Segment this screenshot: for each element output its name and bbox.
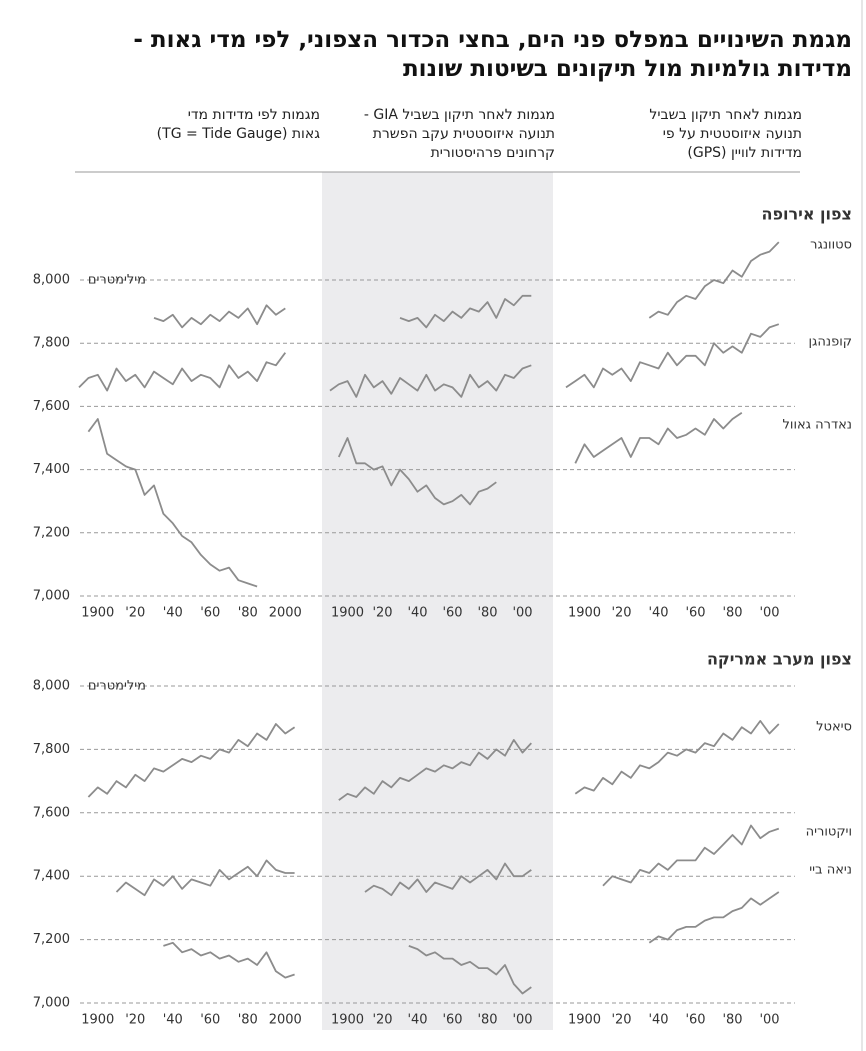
x-tick-label: '20 bbox=[372, 606, 392, 621]
series-line bbox=[408, 945, 532, 995]
x-tick-label: 2000 bbox=[269, 606, 302, 621]
series-line bbox=[337, 437, 497, 506]
highlight-band bbox=[322, 172, 553, 1030]
x-tick-label: '20 bbox=[125, 606, 145, 621]
x-tick-label: 1900 bbox=[81, 1013, 114, 1028]
x-tick-label: 1900 bbox=[331, 1013, 364, 1028]
y-tick-label: 7,800 bbox=[33, 742, 70, 757]
series-line bbox=[87, 418, 258, 588]
series-line bbox=[574, 411, 743, 464]
title-line: מגמת השינויים במפלס פני הים, בחצי הכדור … bbox=[133, 27, 852, 53]
x-tick-label: '40 bbox=[648, 1013, 668, 1028]
y-tick-label: 8,000 bbox=[33, 273, 70, 288]
series-label: נאדרה גאוול bbox=[783, 418, 852, 433]
series-label: סטוונגר bbox=[810, 238, 852, 253]
x-tick-label: '00 bbox=[512, 606, 532, 621]
series-line bbox=[338, 739, 532, 801]
y-tick-label: 7,000 bbox=[33, 996, 70, 1011]
panel-title: צפון אירופה bbox=[761, 205, 852, 224]
x-tick-label: 1900 bbox=[568, 606, 601, 621]
x-tick-label: '40 bbox=[407, 606, 427, 621]
x-tick-label: '60 bbox=[685, 1013, 705, 1028]
x-tick-label: '60 bbox=[200, 1013, 220, 1028]
x-tick-label: '20 bbox=[125, 1013, 145, 1028]
y-tick-label: 7,400 bbox=[33, 869, 70, 884]
x-tick-label: '20 bbox=[611, 1013, 631, 1028]
x-tick-label: '80 bbox=[238, 606, 258, 621]
series-line bbox=[78, 352, 287, 392]
y-tick-label: 7,400 bbox=[33, 462, 70, 477]
x-tick-label: '80 bbox=[722, 1013, 742, 1028]
column-header: מגמות לאחר תיקון בשביל GIA - תנועה איזוס… bbox=[364, 106, 555, 163]
header-line: מדידות לוויין (GPS) bbox=[687, 145, 802, 161]
y-axis-label: מילימטרים bbox=[88, 679, 146, 694]
x-tick-label: '20 bbox=[611, 606, 631, 621]
series-line bbox=[648, 891, 780, 944]
x-tick-label: 1900 bbox=[331, 606, 364, 621]
column-header: מגמות לאחר תיקון בשביל תנועה איזוסטטית ע… bbox=[649, 106, 802, 163]
x-tick-label: '60 bbox=[685, 606, 705, 621]
y-tick-label: 7,800 bbox=[33, 336, 70, 351]
x-tick-label: '60 bbox=[442, 1013, 462, 1028]
series-line bbox=[153, 304, 286, 329]
x-tick-label: '40 bbox=[163, 1013, 183, 1028]
x-tick-label: '00 bbox=[512, 1013, 532, 1028]
title-line: מדידות גולמיות מול תיקונים בשיטות שונות bbox=[402, 56, 852, 82]
series-line bbox=[329, 364, 532, 398]
panel-title: צפון מערב אמריקה bbox=[707, 650, 852, 669]
series-line bbox=[115, 859, 295, 897]
y-tick-label: 8,000 bbox=[33, 679, 70, 694]
x-tick-label: '80 bbox=[477, 606, 497, 621]
x-tick-label: '60 bbox=[442, 606, 462, 621]
y-tick-label: 7,600 bbox=[33, 399, 70, 414]
header-line: מגמות לאחר תיקון בשביל GIA - bbox=[363, 107, 555, 123]
header-line: תנועה איזוסטטית על פי bbox=[662, 126, 802, 142]
header-line: גאות (TG = Tide Gauge) bbox=[156, 126, 320, 142]
header-line: מגמות לאחר תיקון בשביל bbox=[649, 107, 802, 123]
series-label: סיאטל bbox=[816, 720, 852, 735]
x-tick-label: 1900 bbox=[81, 606, 114, 621]
x-tick-label: '40 bbox=[163, 606, 183, 621]
series-line bbox=[565, 323, 780, 389]
y-tick-label: 7,200 bbox=[33, 525, 70, 540]
header-line: תנועה איזוסטטית עקב הפשרת bbox=[372, 126, 555, 142]
x-tick-label: '80 bbox=[238, 1013, 258, 1028]
x-tick-label: '40 bbox=[648, 606, 668, 621]
series-label: ניאה ביי bbox=[809, 863, 852, 878]
series-label: קופנהגן bbox=[809, 335, 852, 350]
series-line bbox=[364, 862, 532, 897]
series-line bbox=[648, 241, 780, 319]
x-tick-label: '80 bbox=[477, 1013, 497, 1028]
column-header: מגמות לפי מדידות מדי גאות (TG = Tide Gau… bbox=[157, 106, 320, 144]
x-tick-label: '40 bbox=[407, 1013, 427, 1028]
x-tick-label: 1900 bbox=[568, 1013, 601, 1028]
header-line: מגמות לפי מדידות מדי bbox=[187, 107, 320, 123]
title: מגמת השינויים במפלס פני הים, בחצי הכדור … bbox=[12, 26, 852, 84]
y-tick-label: 7,000 bbox=[33, 589, 70, 604]
x-tick-label: '00 bbox=[759, 1013, 779, 1028]
x-tick-label: '20 bbox=[372, 1013, 392, 1028]
x-tick-label: '00 bbox=[759, 606, 779, 621]
y-tick-label: 7,600 bbox=[33, 805, 70, 820]
x-tick-label: 2000 bbox=[269, 1013, 302, 1028]
series-line bbox=[602, 824, 780, 887]
series-line bbox=[87, 723, 296, 798]
series-line bbox=[574, 720, 780, 795]
series-line bbox=[399, 294, 532, 329]
y-axis-label: מילימטרים bbox=[88, 273, 146, 288]
series-label: ויקטוריה bbox=[806, 825, 852, 840]
y-tick-label: 7,200 bbox=[33, 932, 70, 947]
header-line: קרחונים פרהיסטורית bbox=[430, 145, 555, 161]
x-tick-label: '60 bbox=[200, 606, 220, 621]
x-tick-label: '80 bbox=[722, 606, 742, 621]
series-line bbox=[163, 941, 295, 979]
